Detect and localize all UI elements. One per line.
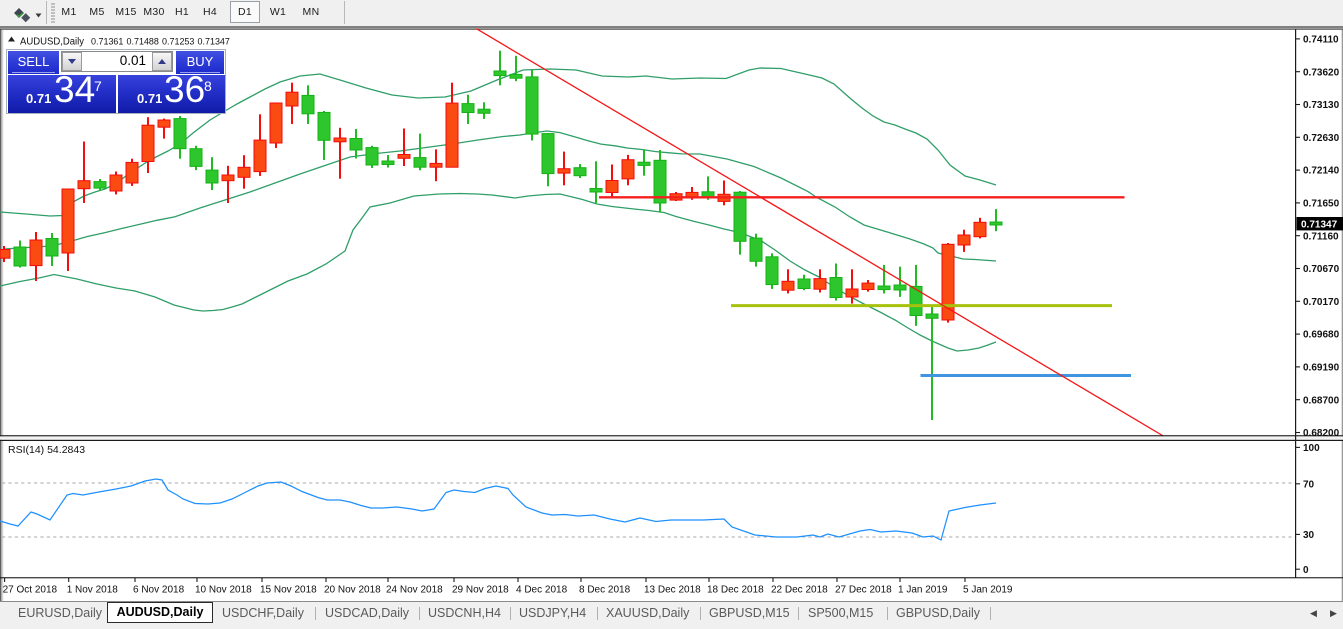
svg-text:22 Dec 2018: 22 Dec 2018 (771, 585, 828, 596)
svg-text:0.69190: 0.69190 (1303, 363, 1340, 374)
svg-text:30: 30 (1303, 530, 1315, 541)
svg-text:8 Dec 2018: 8 Dec 2018 (579, 585, 631, 596)
svg-text:0.72140: 0.72140 (1303, 166, 1340, 177)
svg-text:RSI(14) 54.2843: RSI(14) 54.2843 (8, 444, 85, 456)
svg-text:0.72630: 0.72630 (1303, 133, 1340, 144)
svg-text:0.71488: 0.71488 (127, 37, 159, 48)
svg-text:29 Nov 2018: 29 Nov 2018 (452, 585, 509, 596)
svg-text:10 Nov 2018: 10 Nov 2018 (195, 585, 252, 596)
svg-text:18 Dec 2018: 18 Dec 2018 (707, 585, 764, 596)
svg-text:27 Dec 2018: 27 Dec 2018 (835, 585, 892, 596)
svg-text:0.70170: 0.70170 (1303, 297, 1340, 308)
svg-text:0.68700: 0.68700 (1303, 395, 1340, 406)
svg-text:1 Jan 2019: 1 Jan 2019 (898, 585, 948, 596)
svg-text:1 Nov 2018: 1 Nov 2018 (67, 585, 119, 596)
svg-text:0.71253: 0.71253 (162, 37, 194, 48)
svg-text:0: 0 (1303, 565, 1309, 576)
svg-text:6 Nov 2018: 6 Nov 2018 (133, 585, 185, 596)
svg-text:0.71347: 0.71347 (198, 37, 230, 48)
svg-text:0.69680: 0.69680 (1303, 330, 1340, 341)
svg-text:0.71347: 0.71347 (1301, 219, 1338, 230)
svg-text:AUDUSD,Daily: AUDUSD,Daily (20, 37, 84, 48)
svg-text:27 Oct 2018: 27 Oct 2018 (3, 585, 58, 596)
svg-text:4 Dec 2018: 4 Dec 2018 (516, 585, 568, 596)
svg-text:0.71650: 0.71650 (1303, 199, 1340, 210)
svg-text:20 Nov 2018: 20 Nov 2018 (324, 585, 381, 596)
svg-text:5 Jan 2019: 5 Jan 2019 (963, 585, 1013, 596)
svg-text:70: 70 (1303, 479, 1315, 490)
svg-text:0.73130: 0.73130 (1303, 100, 1340, 111)
svg-text:13 Dec 2018: 13 Dec 2018 (644, 585, 701, 596)
svg-text:0.71160: 0.71160 (1303, 231, 1339, 242)
svg-text:0.74110: 0.74110 (1303, 35, 1339, 46)
svg-text:100: 100 (1303, 443, 1320, 454)
svg-text:0.70670: 0.70670 (1303, 264, 1340, 275)
svg-text:0.68200: 0.68200 (1303, 428, 1340, 439)
svg-text:0.73620: 0.73620 (1303, 67, 1340, 78)
svg-text:15 Nov 2018: 15 Nov 2018 (260, 585, 317, 596)
svg-text:24 Nov 2018: 24 Nov 2018 (386, 585, 443, 596)
svg-text:0.71361: 0.71361 (91, 37, 123, 48)
